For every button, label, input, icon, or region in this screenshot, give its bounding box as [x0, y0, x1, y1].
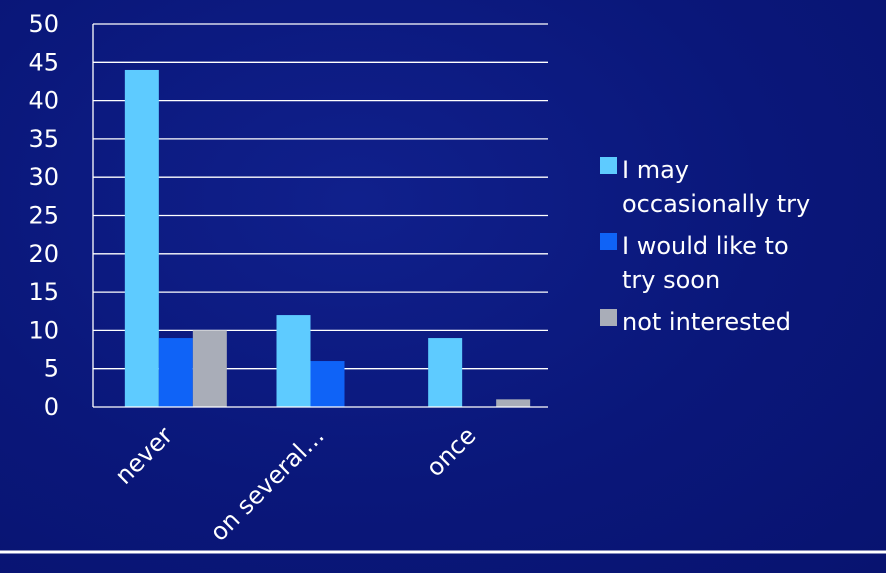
y-tick-label: 20: [28, 240, 59, 268]
bar-i-may-occasionally-try-2: [428, 338, 463, 407]
bar-i-may-occasionally-try-0: [124, 69, 159, 408]
y-tick-label: 40: [28, 87, 59, 115]
legend-label: I would like to: [622, 232, 789, 260]
legend-label: try soon: [622, 266, 720, 294]
legend-label: I may: [622, 156, 689, 184]
y-tick-label: 15: [28, 278, 59, 306]
legend-label: occasionally try: [622, 190, 810, 218]
y-tick-label: 0: [44, 393, 59, 421]
legend-swatch: [600, 233, 617, 250]
legend-swatch: [600, 157, 617, 174]
x-tick-label: once: [421, 421, 482, 482]
x-tick-label: on several…: [205, 421, 330, 546]
y-tick-label: 35: [28, 125, 59, 153]
bar-i-may-occasionally-try-1: [276, 315, 311, 407]
y-tick-label: 50: [28, 10, 59, 38]
legend: I may occasionally try I would like to try …: [600, 156, 810, 336]
bar-not-interested-2: [496, 399, 531, 407]
x-tick-labels: never on several… once: [110, 421, 482, 546]
bar-not-interested-0: [192, 330, 227, 407]
axes: [92, 24, 548, 408]
y-tick-labels: 0 5 10 15 20 25 30 35 40 45 50: [28, 10, 59, 421]
legend-label: not interested: [622, 308, 791, 336]
y-tick-label: 5: [44, 355, 59, 383]
y-tick-label: 25: [28, 202, 59, 230]
bar-i-would-like-to-try-soon-1: [310, 361, 345, 407]
legend-swatch: [600, 309, 617, 326]
y-tick-label: 30: [28, 163, 59, 191]
bar-i-would-like-to-try-soon-0: [158, 338, 193, 407]
gridlines: [93, 23, 548, 370]
x-tick-label: never: [110, 421, 179, 490]
y-tick-label: 45: [28, 48, 59, 76]
bars: [124, 69, 531, 408]
y-tick-label: 10: [28, 316, 59, 344]
